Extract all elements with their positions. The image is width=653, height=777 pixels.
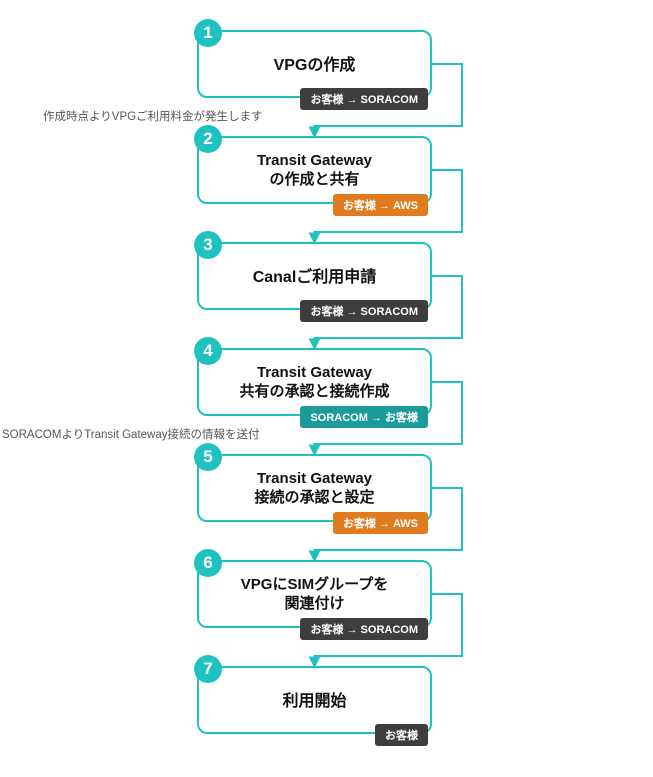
step-title: Transit Gateway接続の承認と設定 [199,470,430,508]
step-number-badge: 2 [194,125,222,153]
step-number-badge: 7 [194,655,222,683]
step-actor-tag: お客様 → SORACOM [300,618,428,640]
step-title: Transit Gatewayの作成と共有 [199,152,430,190]
step-number-badge: 5 [194,443,222,471]
step-actor-tag: お客様 → SORACOM [300,88,428,110]
step-actor-tag: お客様 → AWS [333,194,428,216]
step-note: SORACOMよりTransit Gateway接続の情報を送付 [2,426,260,442]
step-title: VPGにSIMグループを関連付け [199,576,430,614]
step-number-badge: 3 [194,231,222,259]
step-title: Canalご利用申請 [199,268,430,288]
step-number-badge: 4 [194,337,222,365]
step-actor-tag: お客様 [375,724,428,746]
step-title: 利用開始 [199,692,430,712]
flowchart-canvas: VPGの作成 1 お客様 → SORACOM 作成時点よりVPGご利用料金が発生します… [0,0,653,777]
step-title: Transit Gateway共有の承認と接続作成 [199,364,430,402]
step-number-badge: 6 [194,549,222,577]
step-actor-tag: お客様 → SORACOM [300,300,428,322]
step-actor-tag: お客様 → AWS [333,512,428,534]
step-number-badge: 1 [194,19,222,47]
step-actor-tag: SORACOM → お客様 [300,406,428,428]
step-title: VPGの作成 [199,56,430,76]
step-note: 作成時点よりVPGご利用料金が発生します [43,108,263,124]
